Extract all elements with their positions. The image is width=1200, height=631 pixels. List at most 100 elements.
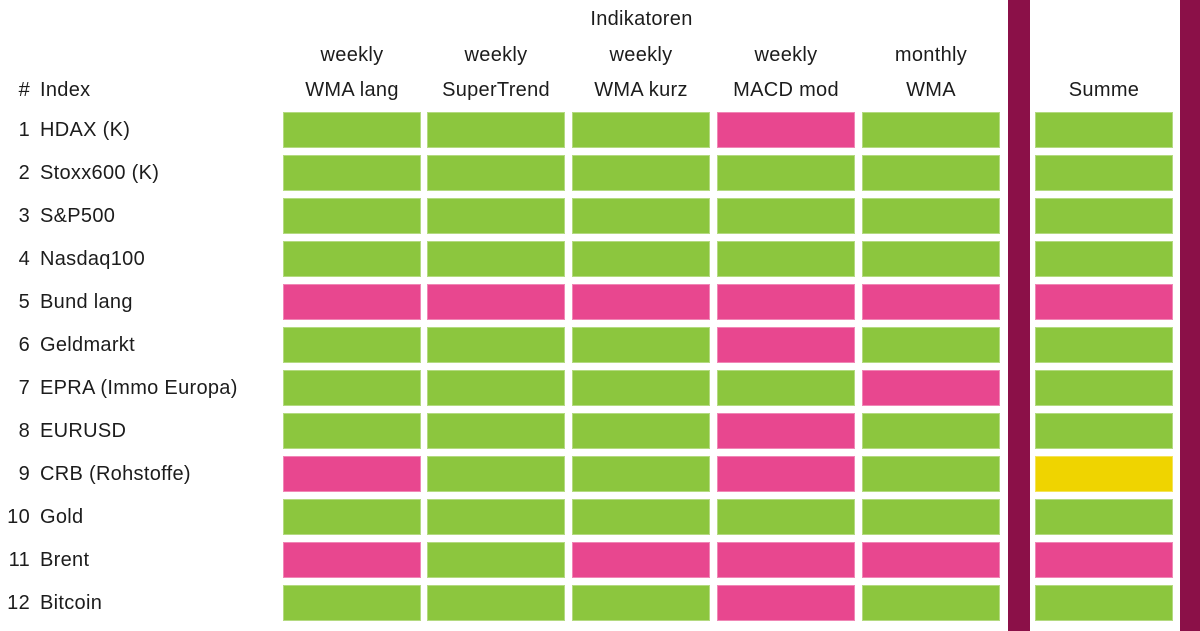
signal-cell <box>283 370 421 406</box>
signal-cell <box>427 585 565 621</box>
row-number: 1 <box>18 118 30 141</box>
row-index-name: Gold <box>40 505 84 528</box>
signal-cell <box>572 456 710 492</box>
column-name-wma-kurz: WMA kurz <box>594 79 688 101</box>
corner-header-symbol: # <box>18 78 30 101</box>
signal-cell <box>862 542 1000 578</box>
row-label: 7 EPRA (Immo Europa) <box>0 370 272 406</box>
signal-cell <box>283 112 421 148</box>
signal-cell <box>283 155 421 191</box>
row-label: 5 Bund lang <box>0 284 272 320</box>
signal-cell <box>427 284 565 320</box>
signal-cell <box>283 542 421 578</box>
row-label: 3 S&P500 <box>0 198 272 234</box>
signal-cell <box>427 413 565 449</box>
column-name-wma: WMA <box>906 79 956 101</box>
column-period-wma: monthly <box>894 44 968 66</box>
column-period-wma-lang: weekly <box>320 44 384 66</box>
signal-cell <box>717 241 855 277</box>
signal-cell <box>862 370 1000 406</box>
row-index-name: Stoxx600 (K) <box>40 161 160 184</box>
divider-bar-left <box>1008 0 1030 631</box>
signal-cell <box>862 198 1000 234</box>
row-index-name: EURUSD <box>40 419 127 442</box>
signal-cell <box>283 198 421 234</box>
signal-cell <box>427 327 565 363</box>
signal-cell <box>283 284 421 320</box>
signal-cell <box>283 241 421 277</box>
signal-cell <box>283 499 421 535</box>
signal-cell <box>427 198 565 234</box>
row-index-name: Geldmarkt <box>40 333 135 356</box>
row-number: 7 <box>18 376 30 399</box>
row-number: 4 <box>18 247 30 270</box>
row-index-name: EPRA (Immo Europa) <box>40 376 238 399</box>
signal-cell <box>572 370 710 406</box>
column-name-wma-lang: WMA lang <box>305 79 399 101</box>
corner-header: # Index <box>0 79 272 101</box>
signal-cell <box>572 284 710 320</box>
signal-cell <box>717 155 855 191</box>
signal-cell <box>572 155 710 191</box>
summe-cell <box>1035 112 1173 148</box>
signal-cell <box>862 327 1000 363</box>
summe-header: Summe <box>1068 79 1140 101</box>
signal-cell <box>283 413 421 449</box>
row-number: 10 <box>7 505 30 528</box>
signal-cell <box>862 241 1000 277</box>
row-number: 9 <box>18 462 30 485</box>
signal-cell <box>572 542 710 578</box>
row-number: 12 <box>7 591 30 614</box>
column-name-macd-mod: MACD mod <box>733 79 839 101</box>
summe-cell <box>1035 413 1173 449</box>
column-name-supertrend: SuperTrend <box>442 79 550 101</box>
row-label: 12 Bitcoin <box>0 585 272 621</box>
row-index-name: Bund lang <box>40 290 133 313</box>
signal-cell <box>717 112 855 148</box>
summe-cell <box>1035 198 1173 234</box>
column-period-supertrend: weekly <box>464 44 528 66</box>
row-label: 11 Brent <box>0 542 272 578</box>
signal-cell <box>862 284 1000 320</box>
row-number: 6 <box>18 333 30 356</box>
chart-title: Indikatoren <box>590 8 693 30</box>
signal-cell <box>427 499 565 535</box>
signal-cell <box>427 155 565 191</box>
corner-header-label: Index <box>40 78 91 101</box>
row-index-name: Bitcoin <box>40 591 103 614</box>
summe-cell <box>1035 499 1173 535</box>
row-number: 8 <box>18 419 30 442</box>
signal-cell <box>862 499 1000 535</box>
signal-cell <box>572 112 710 148</box>
row-index-name: S&P500 <box>40 204 116 227</box>
signal-cell <box>717 585 855 621</box>
signal-cell <box>572 198 710 234</box>
row-label: 4 Nasdaq100 <box>0 241 272 277</box>
signal-cell <box>427 241 565 277</box>
signal-cell <box>572 241 710 277</box>
signal-cell <box>427 112 565 148</box>
row-index-name: CRB (Rohstoffe) <box>40 462 191 485</box>
signal-cell <box>572 499 710 535</box>
summe-cell <box>1035 241 1173 277</box>
signal-cell <box>717 456 855 492</box>
signal-cell <box>717 542 855 578</box>
column-period-wma-kurz: weekly <box>609 44 673 66</box>
signal-cell <box>717 327 855 363</box>
row-index-name: Brent <box>40 548 90 571</box>
signal-cell <box>717 198 855 234</box>
signal-cell <box>862 585 1000 621</box>
row-label: 1 HDAX (K) <box>0 112 272 148</box>
signal-cell <box>717 499 855 535</box>
summe-cell <box>1035 542 1173 578</box>
row-index-name: Nasdaq100 <box>40 247 146 270</box>
row-number: 11 <box>8 548 30 571</box>
signal-cell <box>717 284 855 320</box>
signal-cell <box>717 370 855 406</box>
row-label: 6 Geldmarkt <box>0 327 272 363</box>
signal-cell <box>572 327 710 363</box>
row-label: 2 Stoxx600 (K) <box>0 155 272 191</box>
signal-cell <box>572 413 710 449</box>
signal-cell <box>862 413 1000 449</box>
